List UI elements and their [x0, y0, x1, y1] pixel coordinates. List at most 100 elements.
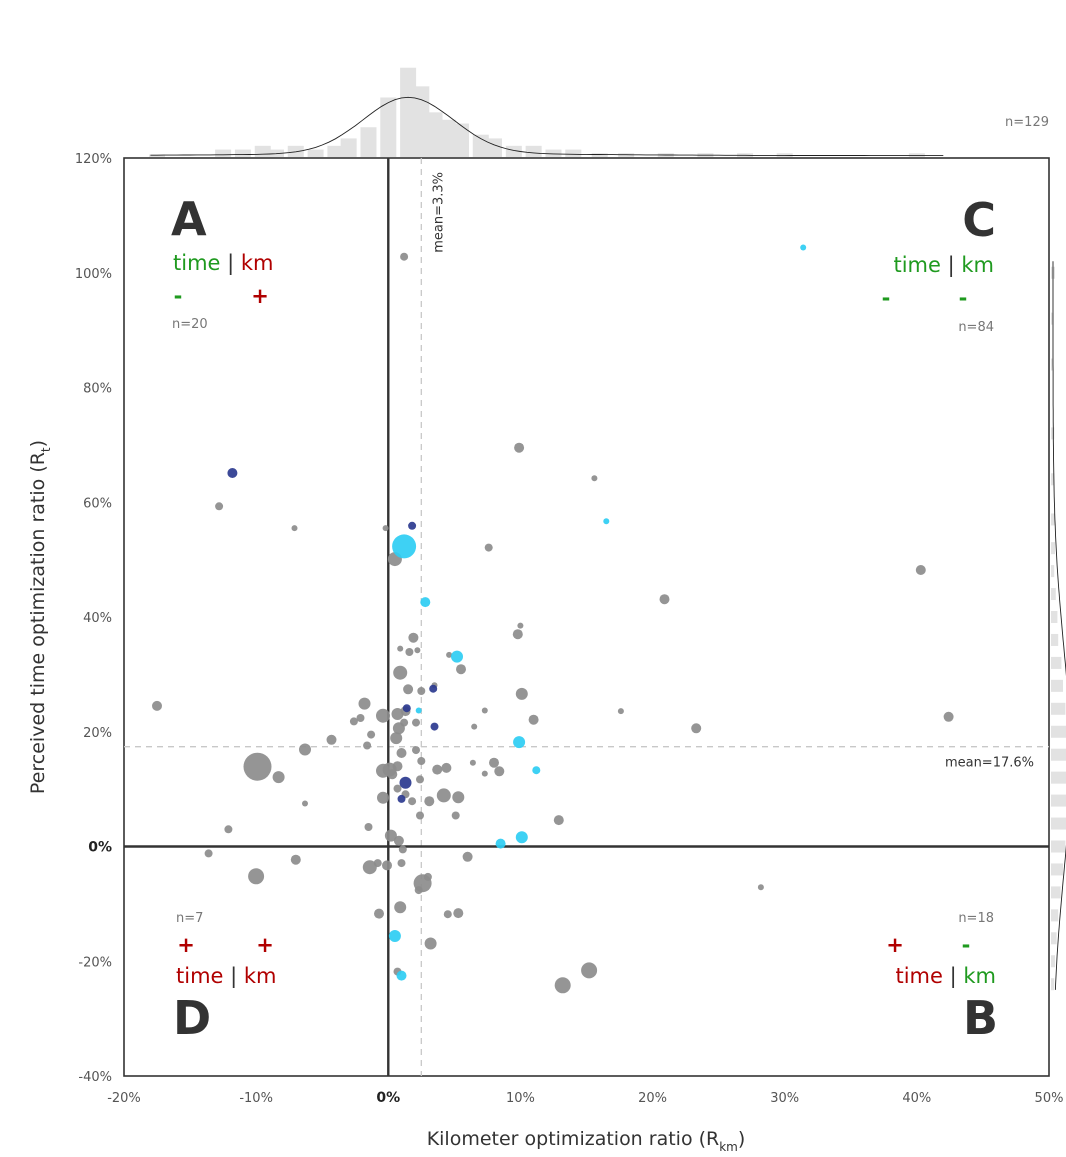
- data-point-cyan: [388, 930, 401, 942]
- data-point-gray: [326, 734, 337, 745]
- top-density-curve: [150, 96, 944, 157]
- data-point-gray: [224, 825, 233, 834]
- top-hist-bar: [486, 138, 502, 157]
- data-point-gray: [446, 651, 453, 658]
- right-hist-bar: [1051, 588, 1056, 601]
- data-point-gray: [396, 748, 407, 758]
- right-hist-bar: [1051, 840, 1066, 853]
- x-tick-label: 40%: [902, 1091, 931, 1106]
- data-point-navy: [397, 794, 406, 803]
- data-point-gray: [394, 901, 407, 914]
- y-tick-label: 20%: [83, 726, 112, 741]
- data-point-gray: [391, 708, 404, 720]
- right-hist-bar: [1051, 312, 1054, 325]
- data-point-gray: [915, 565, 926, 575]
- right-hist-bar: [1051, 909, 1059, 922]
- plot-area: [123, 157, 1050, 1077]
- data-point-gray: [517, 622, 524, 629]
- top-hist-bar: [908, 153, 925, 157]
- top-hist-bar: [380, 97, 397, 157]
- quadrant-a-sign-time: -: [174, 284, 183, 308]
- data-point-cyan: [513, 736, 526, 749]
- top-hist-bar: [149, 154, 166, 157]
- data-point-gray: [356, 714, 365, 722]
- data-point-gray: [367, 730, 376, 739]
- right-hist-bar: [1051, 633, 1059, 646]
- data-point-gray: [358, 697, 371, 710]
- zero-axes: [124, 158, 1049, 1076]
- data-point-gray: [349, 717, 358, 726]
- data-point-gray: [215, 502, 224, 511]
- quadrant-d-sign-km: +: [256, 933, 274, 957]
- data-point-gray: [152, 700, 162, 711]
- top-hist-bar: [591, 153, 608, 157]
- data-points: [152, 244, 954, 994]
- data-point-gray: [204, 849, 213, 858]
- data-point-gray: [484, 543, 493, 552]
- data-point-gray: [424, 937, 437, 950]
- data-point-gray: [382, 860, 392, 871]
- data-point-gray: [393, 665, 408, 680]
- quadrant-b-count: n=18: [958, 911, 994, 926]
- data-point-cyan: [451, 650, 463, 663]
- quadrant-c-words: time | km: [893, 253, 994, 278]
- data-point-gray: [382, 525, 389, 532]
- right-hist-bar: [1051, 725, 1066, 738]
- y-tick-label: 0%: [88, 840, 112, 856]
- quadrant-a-sign-km: +: [251, 284, 269, 308]
- data-point-gray: [481, 707, 488, 714]
- data-point-navy: [408, 521, 417, 530]
- quadrant-c-count: n=84: [958, 320, 994, 335]
- data-point-gray: [591, 475, 598, 482]
- right-hist-bar: [1051, 656, 1062, 669]
- data-point-cyan: [800, 244, 807, 251]
- quadrant-b-sign-time: +: [886, 933, 904, 957]
- data-point-gray: [451, 811, 460, 820]
- x-tick-label: -10%: [239, 1091, 273, 1106]
- data-point-gray: [462, 851, 473, 862]
- data-point-gray: [554, 977, 571, 994]
- top-hist-bar: [400, 67, 417, 157]
- mean-x-label: mean=3.3%: [431, 172, 446, 253]
- quadrant-d-words: time | km: [176, 964, 277, 989]
- data-point-gray: [374, 908, 384, 919]
- data-point-gray: [581, 962, 598, 979]
- quadrant-b-letter: B: [963, 991, 998, 1045]
- mean-y-label: mean=17.6%: [945, 756, 1034, 771]
- x-tick-label: -20%: [107, 1091, 141, 1106]
- quadrant-d-count: n=7: [176, 911, 203, 926]
- data-point-gray: [412, 718, 420, 727]
- data-point-gray: [392, 722, 405, 735]
- data-point-gray: [408, 632, 419, 643]
- data-point-cyan: [420, 597, 431, 608]
- data-point-gray: [416, 775, 424, 784]
- data-point-gray: [248, 868, 265, 885]
- data-point-gray: [423, 872, 432, 881]
- quadrant-a-count: n=20: [172, 317, 208, 332]
- quadrant-c-letter: C: [962, 193, 996, 247]
- x-axis-title: Kilometer optimization ratio (Rkm): [427, 1128, 746, 1154]
- data-point-gray: [456, 664, 466, 675]
- top-hist-bar: [340, 138, 357, 157]
- top-hist-bar: [426, 112, 443, 157]
- data-point-gray: [414, 886, 423, 895]
- data-point-gray: [659, 594, 670, 605]
- y-tick-label: -20%: [78, 955, 112, 970]
- top-hist-bar: [413, 86, 430, 157]
- data-point-gray: [471, 723, 478, 730]
- data-point-gray: [384, 829, 397, 842]
- top-hist-bar: [525, 145, 542, 157]
- right-hist-bar: [1051, 794, 1066, 807]
- quadrant-d-sign-time: +: [177, 933, 195, 957]
- y-axis-title: Perceived time optimization ratio (Rt): [27, 440, 53, 794]
- right-density-curve: [1052, 261, 1066, 990]
- data-point-gray: [416, 811, 424, 820]
- right-hist-bar: [1051, 955, 1055, 968]
- data-point-gray: [400, 252, 409, 261]
- x-tick-label: 10%: [506, 1091, 535, 1106]
- x-tick-labels: -20% -10% 0% 10% 20% 30% 40% 50%: [107, 1090, 1063, 1106]
- data-point-navy: [429, 684, 438, 693]
- data-point-gray: [363, 741, 372, 750]
